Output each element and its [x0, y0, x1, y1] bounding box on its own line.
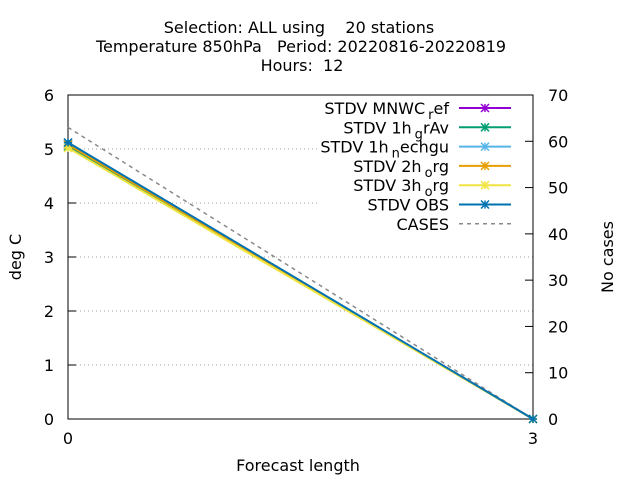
- y2-tick-label: 20: [548, 317, 568, 336]
- y-axis-label: deg C: [6, 234, 25, 280]
- legend-label: STDV OBS: [368, 196, 449, 215]
- y2-tick-label: 10: [548, 364, 568, 383]
- series-line-stdv-obs: [67, 141, 534, 420]
- y2-tick-label: 70: [548, 86, 568, 105]
- series-line-cases: [67, 126, 534, 420]
- title-line-3: Hours: 12: [261, 56, 344, 75]
- legend-item-stdv-obs: STDV OBS: [368, 196, 511, 215]
- y2-tick-label: 40: [548, 225, 568, 244]
- y-tick-label: 5: [44, 140, 54, 159]
- series-point: [528, 414, 538, 424]
- y2-tick-label: 0: [548, 410, 558, 429]
- legend-label: CASES: [396, 215, 449, 234]
- legend-label: STDV 3h org: [353, 176, 449, 200]
- legend-label: STDV 1h nechgu: [320, 138, 449, 162]
- series-point: [480, 180, 490, 190]
- series-lines: [63, 126, 538, 424]
- y-tick-label: 2: [44, 302, 54, 321]
- y-tick-label: 1: [44, 356, 54, 375]
- series-point: [480, 161, 490, 171]
- legend-item-stdv-mnwc-ref: STDV MNWC ref: [324, 99, 511, 123]
- legend-label-main: STDV 1h: [320, 138, 388, 157]
- legend-label-sub: o: [425, 185, 433, 200]
- legend-item-stdv-1h-grav: STDV 1h grAv: [343, 118, 511, 142]
- legend-label: STDV 1h grAv: [343, 118, 449, 142]
- legend-label-sub: g: [415, 127, 423, 142]
- title-line-2: Temperature 850hPa Period: 20220816-2022…: [95, 37, 506, 56]
- series-point: [480, 199, 490, 210]
- y-tick-label: 4: [44, 194, 54, 213]
- y-tick-label: 0: [44, 410, 54, 429]
- y-tick-label: 6: [44, 86, 54, 105]
- legend-label-main: STDV 3h: [353, 176, 421, 195]
- legend-label-main: CASES: [396, 215, 449, 234]
- legend-label-tail: ef: [434, 99, 450, 118]
- chart-title: Selection: ALL using 20 stations Tempera…: [95, 18, 506, 75]
- x-tick-label: 0: [63, 429, 73, 448]
- legend-label-tail: echgu: [400, 138, 449, 157]
- y2-axis-label: No cases: [598, 221, 617, 293]
- y2-tick-labels: 0 10 20 30 40 50 60 70: [548, 86, 568, 429]
- series-point: [480, 122, 490, 132]
- legend-item-stdv-1h-nechgu: STDV 1h nechgu: [320, 138, 511, 162]
- legend-label-sub: o: [425, 166, 433, 181]
- legend-item-cases: CASES: [396, 215, 511, 234]
- legend-label-sub: n: [392, 147, 400, 162]
- legend-item-stdv-2h-org: STDV 2h org: [353, 157, 511, 181]
- series-point: [63, 137, 73, 148]
- legend-label-sub: r: [428, 108, 434, 123]
- legend-label-main: STDV 1h: [343, 118, 411, 137]
- series-point: [480, 142, 490, 152]
- legend-label-main: STDV MNWC: [324, 99, 425, 118]
- legend-label-tail: rg: [433, 176, 449, 195]
- legend-label: STDV 2h org: [353, 157, 449, 181]
- grid: [68, 148, 533, 366]
- legend-label-main: STDV OBS: [368, 196, 449, 215]
- series-point: [480, 103, 490, 113]
- legend-label-tail: rAv: [423, 118, 449, 137]
- legend-label-tail: rg: [433, 157, 449, 176]
- y-tick-label: 3: [44, 248, 54, 267]
- y-tick-labels: 0 1 2 3 4 5 6: [44, 86, 54, 429]
- y2-tick-label: 30: [548, 271, 568, 290]
- y2-tick-label: 60: [548, 132, 568, 151]
- title-line-1: Selection: ALL using 20 stations: [164, 18, 434, 37]
- x-tick-label: 3: [528, 429, 538, 448]
- legend-item-stdv-3h-org: STDV 3h org: [353, 176, 511, 200]
- legend-label-main: STDV 2h: [353, 157, 421, 176]
- y2-tick-label: 50: [548, 179, 568, 198]
- x-axis-label: Forecast length: [236, 456, 360, 475]
- legend-label: STDV MNWC ref: [324, 99, 449, 123]
